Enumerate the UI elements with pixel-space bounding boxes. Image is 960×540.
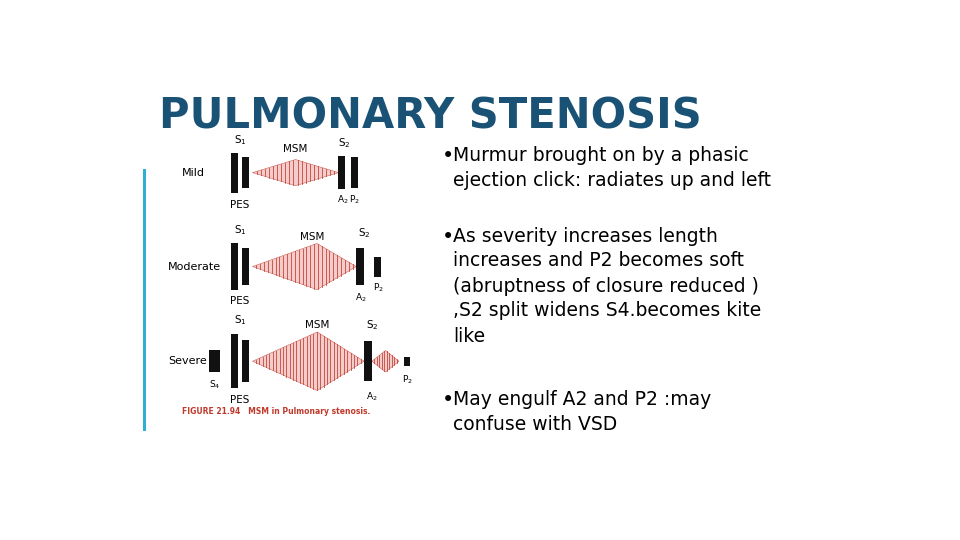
Text: $\mathregular{P_2}$: $\mathregular{P_2}$ xyxy=(349,193,360,206)
Text: $\mathregular{S_2}$: $\mathregular{S_2}$ xyxy=(366,318,378,332)
Text: $\mathregular{S_2}$: $\mathregular{S_2}$ xyxy=(358,226,371,240)
Bar xyxy=(209,350,220,372)
Bar xyxy=(364,341,372,381)
Text: $\mathregular{P_2}$: $\mathregular{P_2}$ xyxy=(402,374,413,386)
Bar xyxy=(231,153,238,193)
Text: PULMONARY STENOSIS: PULMONARY STENOSIS xyxy=(158,96,702,138)
Text: PES: PES xyxy=(230,200,250,210)
Bar xyxy=(231,242,238,291)
Text: MSM: MSM xyxy=(283,144,307,154)
Polygon shape xyxy=(252,159,339,186)
Text: $\mathregular{A_2}$: $\mathregular{A_2}$ xyxy=(337,193,348,206)
Text: $\mathregular{S_2}$: $\mathregular{S_2}$ xyxy=(339,136,351,150)
Text: Murmur brought on by a phasic
ejection click: radiates up and left: Murmur brought on by a phasic ejection c… xyxy=(453,146,771,190)
Text: •: • xyxy=(442,146,454,166)
Text: $\mathregular{S_1}$: $\mathregular{S_1}$ xyxy=(234,224,247,237)
Text: $\mathregular{S_1}$: $\mathregular{S_1}$ xyxy=(234,133,247,147)
Bar xyxy=(356,248,364,285)
Text: •: • xyxy=(442,390,454,410)
Text: $\mathregular{A_2}$: $\mathregular{A_2}$ xyxy=(355,291,367,303)
Bar xyxy=(403,356,410,366)
Bar xyxy=(242,157,249,188)
Polygon shape xyxy=(252,244,356,289)
Text: As severity increases length
increases and P2 becomes soft
(abruptness of closur: As severity increases length increases a… xyxy=(453,226,761,346)
Bar xyxy=(143,168,146,430)
Text: Severe: Severe xyxy=(168,356,206,366)
Bar xyxy=(242,340,249,382)
Bar xyxy=(350,157,357,188)
Text: May engulf A2 and P2 :may
confuse with VSD: May engulf A2 and P2 :may confuse with V… xyxy=(453,390,711,434)
Text: $\mathregular{S_1}$: $\mathregular{S_1}$ xyxy=(234,314,247,327)
Text: $\mathregular{S_4}$: $\mathregular{S_4}$ xyxy=(209,378,220,391)
Text: Mild: Mild xyxy=(182,167,205,178)
Text: $\mathregular{A_2}$: $\mathregular{A_2}$ xyxy=(366,390,377,403)
Text: •: • xyxy=(442,226,454,246)
Text: PES: PES xyxy=(230,395,250,405)
Text: $\mathregular{P_2}$: $\mathregular{P_2}$ xyxy=(372,282,384,294)
Text: FIGURE 21.94   MSM in Pulmonary stenosis.: FIGURE 21.94 MSM in Pulmonary stenosis. xyxy=(182,408,371,416)
Text: MSM: MSM xyxy=(300,232,324,242)
Bar xyxy=(231,334,238,388)
Polygon shape xyxy=(252,332,364,390)
Bar xyxy=(242,248,249,285)
Text: MSM: MSM xyxy=(305,320,330,330)
Polygon shape xyxy=(372,350,399,372)
Text: Moderate: Moderate xyxy=(168,261,221,272)
Text: PES: PES xyxy=(230,296,250,306)
Bar xyxy=(338,157,346,189)
Bar xyxy=(373,256,381,276)
